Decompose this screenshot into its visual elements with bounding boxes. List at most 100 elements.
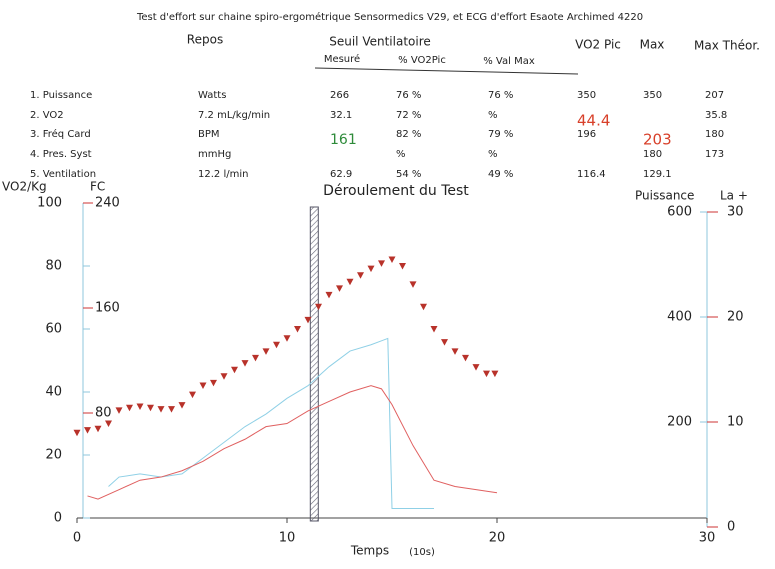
table-cell: 32.1 [330,110,352,121]
table-cell: 129.1 [643,169,672,180]
fc-marker [294,326,301,333]
y2-axis-label: Puissance [635,189,694,203]
table-cell: 7.2 mL/kg/min [198,110,270,121]
y-axis-label: VO2/Kg [2,180,47,194]
fc-marker [262,348,270,355]
column-header: Max [640,38,665,52]
table-cell: 161 [330,132,357,148]
fc-tick-label: 240 [95,196,120,211]
fc-axis-label: FC [90,180,105,194]
fc-marker [231,366,238,374]
table-cell: 76 % [396,90,421,101]
report-title: Test d'effort sur chaine spiro-ergométri… [136,11,643,23]
fc-marker [157,406,165,413]
fc-marker [252,354,259,362]
y3-axis-label: La + [720,189,748,203]
fc-marker [147,404,154,412]
fc-marker [273,341,280,349]
fc-marker [199,382,207,389]
fc-marker [409,281,417,288]
row-label: 1. Puissance [30,90,92,101]
fc-marker [483,370,490,378]
row-label: 2. VO2 [30,110,64,121]
table-cell: Watts [198,90,226,101]
y3-tick-label: 30 [727,205,744,220]
fc-marker [462,354,469,362]
series-line [87,385,498,500]
plot: 0 20 40 60 80 100 80 160 240 200 400 600 0 10 20 30 0 10 2… [37,196,743,546]
column-header: Seuil Ventilatoire [329,35,431,49]
fc-marker [491,370,499,378]
table-cell: 266 [330,90,349,101]
x-axis-label: Temps [350,544,389,558]
fc-marker [220,373,228,380]
column-header: Repos [187,33,223,47]
table-cell: BPM [198,129,220,140]
table-cell: 35.8 [705,110,727,121]
fc-marker [168,406,175,413]
fc-marker [399,263,406,270]
y-tick-label: 0 [54,511,62,526]
fc-marker [126,404,133,412]
fc-marker [472,364,480,371]
fc-marker [105,420,112,427]
y3-tick-label: 10 [727,415,744,430]
y-tick-label: 60 [45,322,62,337]
fc-marker [136,403,144,410]
row-label: 5. Ventilation [30,169,96,180]
table-cell: mmHg [198,149,231,160]
fc-marker [367,265,375,273]
x-tick-label: 0 [73,531,81,546]
fc-marker [115,407,123,414]
table-cell: 350 [577,90,596,101]
y2-tick-label: 200 [667,415,692,430]
fc-marker [346,278,354,286]
fc-tick-label: 160 [95,301,120,316]
column-header: Max Théor. [694,39,760,53]
fc-marker [420,303,427,311]
table-cell: % [396,149,406,160]
fc-marker [84,427,91,434]
fc-marker [336,285,343,292]
y3-tick-label: 20 [727,310,744,325]
fc-marker [430,326,438,333]
table-cell: % [488,149,498,160]
fc-marker [325,291,333,299]
fc-marker [73,429,81,437]
fc-marker [210,379,217,387]
table-cell: 173 [705,149,724,160]
table-cell: 44.4 [577,112,610,130]
fc-marker [388,256,396,263]
table-cell: 54 % [396,169,421,180]
sub-header: Mesuré [324,53,360,65]
sub-header: % VO2Pic [398,55,446,66]
threshold-marker [309,206,319,522]
table-cell: 76 % [488,90,513,101]
series-line [108,337,434,510]
y3-tick-label: 0 [727,520,735,535]
column-header: VO2 Pic [575,38,621,52]
x-tick-label: 10 [279,531,296,546]
table-cell: 116.4 [577,169,606,180]
y-tick-label: 40 [45,385,62,400]
fc-marker [304,316,312,324]
y2-tick-label: 600 [667,205,692,220]
table-cell: 82 % [396,129,421,140]
fc-marker [315,303,322,311]
table-cell: % [488,110,498,121]
y-tick-label: 80 [45,259,62,274]
table: 1. Puissance Watts 266 76 % 76 % 350 350 207 2. … [30,90,727,180]
fc-marker [441,339,448,346]
y2-tick-label: 400 [667,310,692,325]
table-cell: 72 % [396,110,421,121]
chart-title: Déroulement du Test [323,183,469,199]
table-cell: 207 [705,90,724,101]
fc-marker [178,402,186,409]
table-cell: 12.2 l/min [198,169,248,180]
y-tick-label: 100 [37,196,62,211]
table-cell: 62.9 [330,169,352,180]
y-tick-label: 20 [45,448,62,463]
fc-marker [94,425,102,433]
